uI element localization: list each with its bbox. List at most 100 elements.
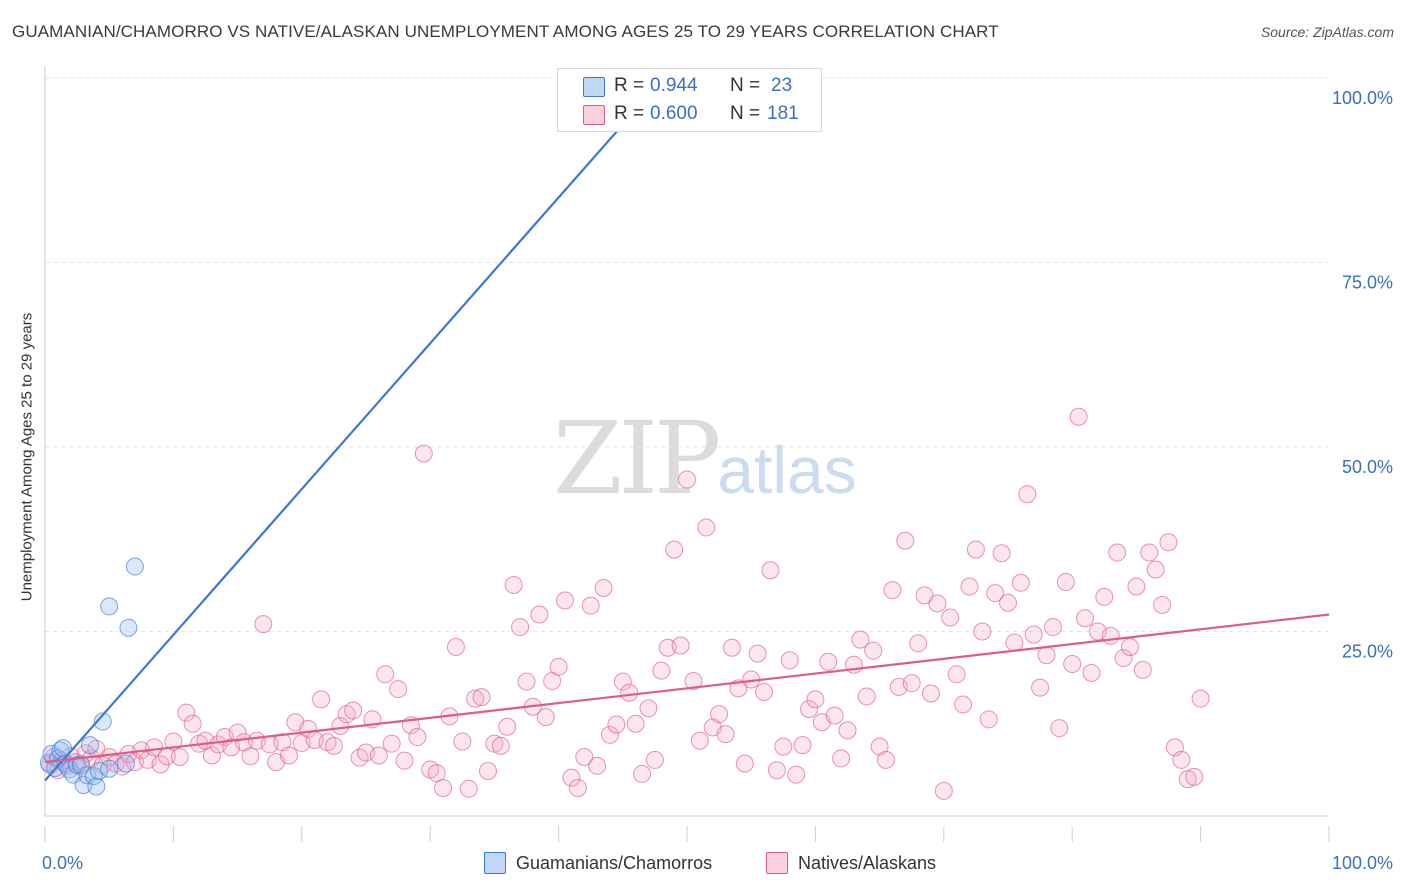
natives-point [511,618,530,637]
correlation-legend: R = 0.944 N = 23 R = 0.600 N = 181 [557,68,822,132]
natives-point [729,679,748,698]
natives-point [581,596,600,615]
natives-point [1056,573,1075,592]
natives-point [960,577,979,596]
n-value: 181 [767,103,799,124]
natives-point [1159,533,1178,552]
natives-point [1095,587,1114,606]
natives-point [928,594,947,613]
r-value: 0.600 [650,103,698,124]
watermark-zip: ZIP [553,400,721,517]
tick-labels: 25.0% 50.0% 75.0% 100.0% 0.0% 100.0% [42,88,1393,873]
series-legend: Guamanians/Chamorros Natives/Alaskans [0,852,1406,878]
natives-point [491,736,510,755]
natives-point [652,661,671,680]
natives-point [915,586,934,605]
natives-point [1069,407,1088,426]
natives-point [1050,719,1069,738]
natives-point [864,641,883,660]
guamanians-point [51,741,70,760]
natives-point [671,636,690,655]
natives-point [1133,660,1152,679]
legend-swatch-blue [484,852,506,874]
guamanians-point [53,739,72,758]
guamanians-point [125,557,144,576]
watermark: ZIPatlas [553,400,857,517]
natives-point [838,721,857,740]
natives-point [312,690,331,709]
x-tick-label: 100.0% [1332,853,1393,873]
natives-point [594,578,613,597]
guamanians-point [119,618,138,637]
natives-point [954,695,973,714]
natives-point [1005,633,1024,652]
natives-point [1101,626,1120,645]
natives-point [735,754,754,773]
natives-point [620,683,639,702]
natives-point [690,731,709,750]
natives-point [909,634,928,653]
natives-point [1031,678,1050,697]
natives-point [966,540,985,559]
guamanians-chamorros-points [39,557,144,796]
n-label: N = [730,75,761,96]
chart-title: GUAMANIAN/CHAMORRO VS NATIVE/ALASKAN UNE… [12,22,999,41]
natives-point [921,684,940,703]
natives-point [382,734,401,753]
r-label: R = [614,75,645,96]
natives-point [183,714,202,733]
y-tick-label: 75.0% [1342,273,1393,293]
natives-point [633,764,652,783]
legend-swatch-blue [583,77,605,97]
natives-point [1153,595,1172,614]
natives-point [697,518,716,537]
natives-point [324,736,343,755]
natives-point [883,581,902,600]
natives-point [395,751,414,770]
natives-point [1185,767,1204,786]
r-label: R = [614,103,645,124]
natives-point [145,738,164,757]
legend-label: Guamanians/Chamorros [516,852,713,873]
natives-point [761,561,780,580]
y-tick-label: 25.0% [1342,642,1393,662]
natives-point [934,781,953,800]
natives-point [241,747,260,766]
natives-point [902,674,921,693]
natives-point [1140,543,1159,562]
natives-point [973,622,992,641]
natives-point [613,672,632,691]
natives-alaskans-points [41,407,1210,800]
natives-point [793,736,812,755]
x-tick-label: 0.0% [42,853,83,873]
natives-point [170,747,189,766]
natives-point [947,665,966,684]
guamanians-point [100,759,119,778]
natives-point [767,761,786,780]
natives-point [645,750,664,769]
natives-point [472,688,491,707]
natives-point [1108,543,1127,562]
natives-point [600,725,619,744]
natives-point [1172,750,1191,769]
natives-point [819,652,838,671]
guamanians-point [74,776,93,795]
natives-point [408,728,427,747]
natives-point [1127,577,1146,596]
natives-point [164,732,183,751]
natives-point [986,584,1005,603]
natives-point [228,723,247,742]
natives-point [1114,649,1133,668]
guamanians-trendline [44,77,665,782]
legend-item-guamanians: Guamanians/Chamorros [484,852,712,874]
legend-label: Natives/Alaskans [798,852,937,873]
natives-point [755,683,774,702]
legend-row-natives: R = 0.600 N = 181 [558,100,821,128]
natives-point [999,593,1017,612]
natives-point [607,715,626,734]
natives-point [459,779,478,798]
natives-point [992,544,1011,563]
natives-point [498,717,517,736]
r-value: 0.944 [650,75,698,96]
